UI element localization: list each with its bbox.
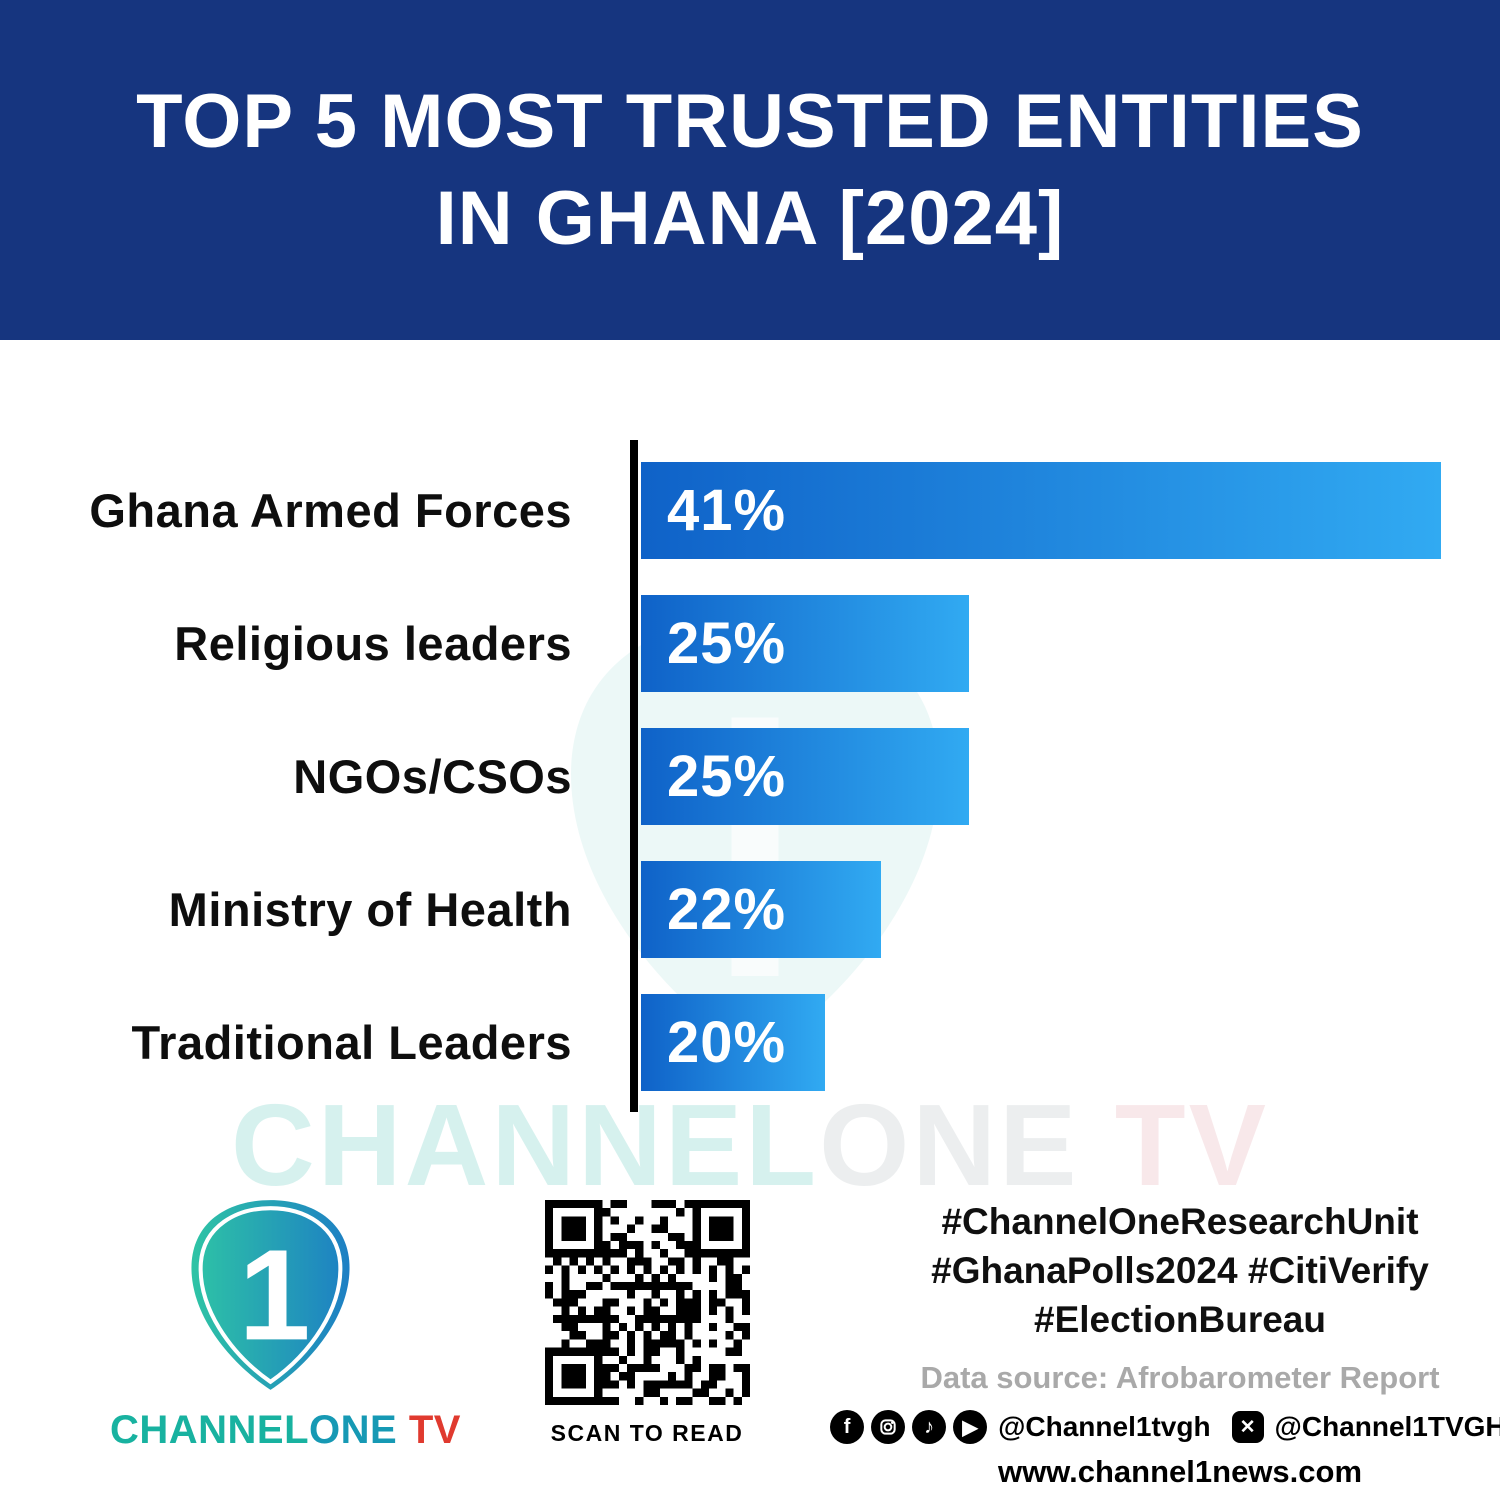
brand-one: ONE: [309, 1408, 398, 1452]
chart-title: TOP 5 MOST TRUSTED ENTITIES IN GHANA [20…: [136, 73, 1364, 268]
chart-row: Ministry of Health 22%: [0, 843, 1500, 976]
header-banner: TOP 5 MOST TRUSTED ENTITIES IN GHANA [20…: [0, 0, 1500, 340]
bar: 22%: [641, 861, 881, 958]
value-label: 20%: [667, 1010, 787, 1075]
chart-row: NGOs/CSOs 25%: [0, 710, 1500, 843]
youtube-icon: ▶: [953, 1410, 988, 1445]
value-label: 25%: [667, 744, 787, 809]
qr-caption: SCAN TO READ: [550, 1420, 744, 1446]
hashtags: #ChannelOneResearchUnit #GhanaPolls2024 …: [880, 1198, 1480, 1344]
category-label: Ministry of Health: [168, 883, 572, 936]
brand-wordmark: CHANNELONE TV: [110, 1408, 460, 1453]
bar: 25%: [641, 595, 969, 692]
tiktok-icon: ♪: [912, 1410, 947, 1445]
hashtag-line-2: #GhanaPolls2024 #CitiVerify: [931, 1249, 1429, 1291]
qr-code: [545, 1200, 750, 1405]
x-icon: ✕: [1231, 1411, 1264, 1444]
value-label: 25%: [667, 611, 787, 676]
chart-row: Religious leaders 25%: [0, 577, 1500, 710]
logo-number: 1: [239, 1223, 311, 1367]
website-url: www.channel1news.com: [997, 1454, 1363, 1490]
chart-axis: [630, 440, 638, 1112]
bar-chart: Ghana Armed Forces 41% Religious leaders 25…: [0, 444, 1500, 1109]
chart-row: Traditional Leaders 20%: [0, 976, 1500, 1109]
facebook-icon: f: [830, 1410, 865, 1445]
bar: 41%: [641, 462, 1441, 559]
category-label: Traditional Leaders: [131, 1016, 572, 1069]
chart-row: Ghana Armed Forces 41%: [0, 444, 1500, 577]
social-handle-1: @Channel1tvgh: [998, 1411, 1211, 1443]
category-label: Religious leaders: [174, 617, 572, 670]
title-line-2: IN GHANA [2024]: [435, 176, 1065, 261]
social-handle-2: @Channel1TVGHA: [1274, 1411, 1500, 1443]
instagram-icon: [871, 1410, 906, 1445]
channel-one-logo: 1: [191, 1200, 350, 1390]
social-row: f ♪ ▶ @Channel1tvgh ✕ @Channel1TVGHA: [830, 1410, 1500, 1445]
brand-channel: CHANNEL: [110, 1408, 310, 1452]
category-label: NGOs/CSOs: [293, 750, 572, 803]
category-label: Ghana Armed Forces: [89, 484, 572, 537]
hashtag-line-1: #ChannelOneResearchUnit: [941, 1201, 1419, 1242]
value-label: 22%: [667, 877, 787, 942]
bar: 25%: [641, 728, 969, 825]
footer-info-block: #ChannelOneResearchUnit #GhanaPolls2024 …: [830, 1198, 1500, 1490]
bar: 20%: [641, 994, 825, 1091]
brand-tv: TV: [397, 1408, 461, 1452]
data-source: Data source: Afrobarometer Report: [920, 1360, 1440, 1396]
hashtag-line-3: #ElectionBureau: [1034, 1298, 1326, 1340]
value-label: 41%: [667, 478, 787, 543]
title-line-1: TOP 5 MOST TRUSTED ENTITIES: [136, 78, 1364, 164]
